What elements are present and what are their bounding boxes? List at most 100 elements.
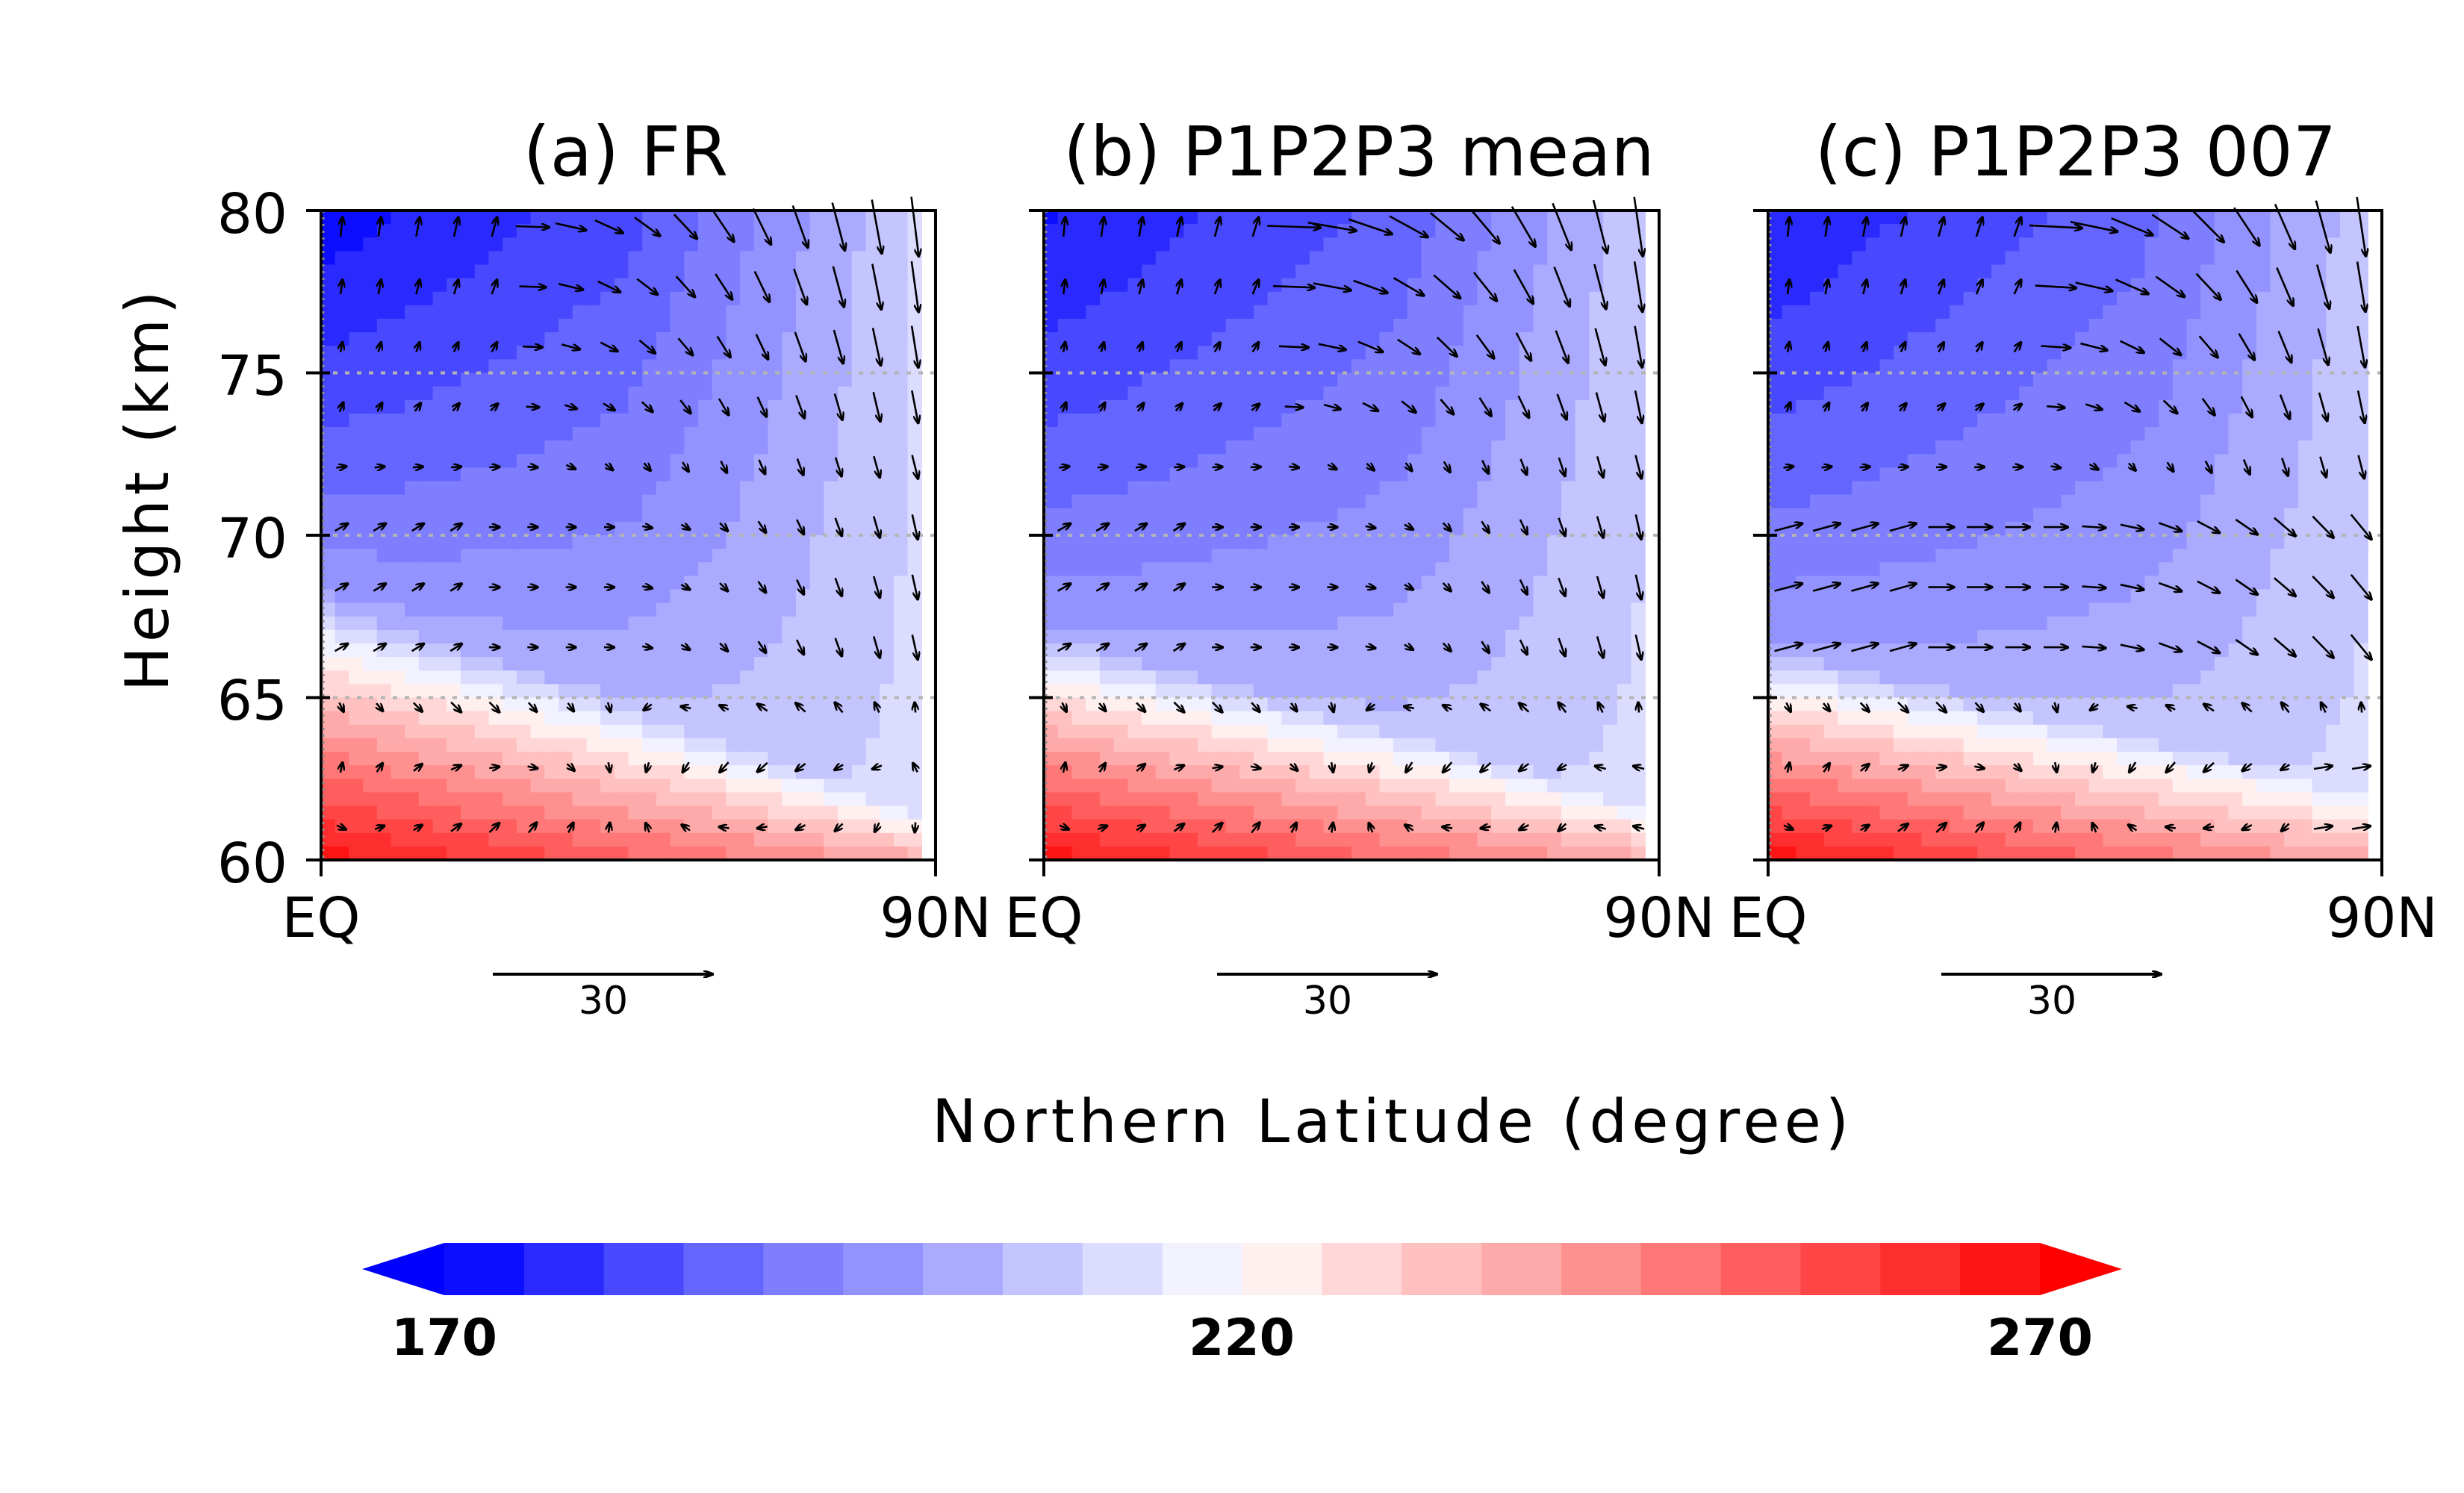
temperature-cell bbox=[405, 211, 420, 225]
temperature-cell bbox=[880, 711, 895, 726]
temperature-cell bbox=[321, 805, 336, 820]
temperature-cell bbox=[865, 738, 880, 752]
temperature-cell bbox=[572, 521, 588, 536]
temperature-cell bbox=[1225, 319, 1240, 333]
temperature-cell bbox=[488, 602, 503, 617]
wind-vector bbox=[1134, 523, 1147, 532]
temperature-cell bbox=[1810, 251, 1825, 266]
temperature-cell bbox=[1823, 711, 1839, 726]
temperature-cell bbox=[809, 373, 825, 387]
temperature-cell bbox=[1823, 359, 1839, 374]
wind-vector bbox=[1215, 279, 1220, 295]
temperature-cell bbox=[1281, 521, 1296, 536]
temperature-cell bbox=[1561, 264, 1576, 279]
temperature-cell bbox=[418, 386, 434, 401]
temperature-cell bbox=[1491, 589, 1506, 604]
temperature-cell bbox=[1421, 494, 1437, 509]
temperature-cell bbox=[572, 549, 588, 563]
temperature-cell bbox=[1169, 494, 1184, 509]
wind-vector bbox=[1327, 465, 1337, 470]
temperature-cell bbox=[809, 399, 825, 414]
temperature-cell bbox=[1449, 508, 1464, 523]
temperature-cell bbox=[656, 738, 671, 752]
temperature-cell bbox=[335, 779, 350, 794]
wind-vector bbox=[757, 640, 766, 653]
temperature-cell bbox=[1505, 373, 1520, 387]
temperature-cell bbox=[1086, 697, 1101, 712]
temperature-cell bbox=[447, 332, 461, 346]
temperature-cell bbox=[1281, 752, 1296, 766]
temperature-cell bbox=[1435, 752, 1450, 766]
temperature-cell bbox=[1183, 805, 1198, 820]
temperature-cell bbox=[768, 535, 783, 549]
temperature-cell bbox=[405, 481, 420, 496]
temperature-cell bbox=[1281, 346, 1296, 361]
temperature-cell bbox=[349, 711, 364, 726]
wind-vector bbox=[1558, 517, 1566, 537]
temperature-cell bbox=[447, 629, 461, 644]
temperature-cell bbox=[1099, 319, 1115, 333]
temperature-cell bbox=[1810, 589, 1825, 604]
temperature-cell bbox=[851, 521, 867, 536]
temperature-cell bbox=[1617, 643, 1632, 658]
temperature-cell bbox=[1810, 319, 1825, 333]
temperature-cell bbox=[363, 738, 378, 752]
wind-vector bbox=[1063, 279, 1065, 295]
temperature-cell bbox=[418, 399, 434, 414]
temperature-cell bbox=[1225, 291, 1240, 306]
temperature-cell bbox=[1239, 724, 1254, 739]
temperature-cell bbox=[1393, 237, 1408, 252]
temperature-cell bbox=[1183, 779, 1198, 794]
temperature-cell bbox=[628, 589, 643, 604]
temperature-cell bbox=[782, 332, 797, 346]
temperature-cell bbox=[1519, 440, 1534, 455]
temperature-cell bbox=[1823, 589, 1839, 604]
wind-vector bbox=[555, 222, 586, 230]
temperature-cell bbox=[1295, 278, 1310, 293]
temperature-cell bbox=[600, 711, 615, 726]
wind-vector bbox=[1442, 522, 1452, 532]
temperature-cell bbox=[461, 319, 476, 333]
temperature-cell bbox=[1071, 602, 1086, 617]
temperature-cell bbox=[1533, 535, 1548, 549]
temperature-cell bbox=[1838, 251, 1852, 266]
temperature-cell bbox=[559, 237, 573, 252]
temperature-cell bbox=[1127, 454, 1142, 469]
temperature-cell bbox=[1309, 832, 1325, 847]
temperature-cell bbox=[1561, 779, 1576, 794]
temperature-cell bbox=[712, 697, 727, 712]
wind-vector bbox=[1063, 217, 1065, 237]
temperature-cell bbox=[907, 359, 923, 374]
temperature-cell bbox=[1044, 427, 1059, 441]
temperature-cell bbox=[1589, 616, 1604, 631]
temperature-cell bbox=[907, 616, 923, 631]
temperature-cell bbox=[1449, 711, 1464, 726]
temperature-cell bbox=[1211, 467, 1227, 482]
temperature-cell bbox=[1309, 373, 1325, 387]
temperature-cell bbox=[1505, 819, 1520, 834]
temperature-cell bbox=[1365, 521, 1381, 536]
wind-vector bbox=[1475, 334, 1494, 359]
temperature-cell bbox=[614, 765, 629, 779]
temperature-cell bbox=[363, 346, 378, 361]
temperature-cell bbox=[1044, 562, 1059, 577]
temperature-cell bbox=[1169, 792, 1184, 807]
temperature-cell bbox=[628, 359, 643, 374]
temperature-cell bbox=[851, 846, 867, 861]
temperature-cell bbox=[1351, 724, 1366, 739]
temperature-cell bbox=[1155, 779, 1171, 794]
temperature-cell bbox=[893, 291, 909, 306]
temperature-cell bbox=[865, 454, 880, 469]
temperature-cell bbox=[865, 752, 880, 766]
wind-vector bbox=[794, 331, 806, 362]
temperature-cell bbox=[474, 576, 490, 590]
temperature-cell bbox=[530, 657, 546, 671]
wind-vector bbox=[1136, 702, 1145, 711]
temperature-cell bbox=[824, 549, 839, 563]
temperature-cell bbox=[1603, 562, 1618, 577]
wind-vector bbox=[492, 342, 497, 353]
temperature-cell bbox=[1379, 846, 1394, 861]
temperature-cell bbox=[1169, 332, 1184, 346]
temperature-cell bbox=[1505, 427, 1520, 441]
temperature-cell bbox=[559, 413, 573, 428]
